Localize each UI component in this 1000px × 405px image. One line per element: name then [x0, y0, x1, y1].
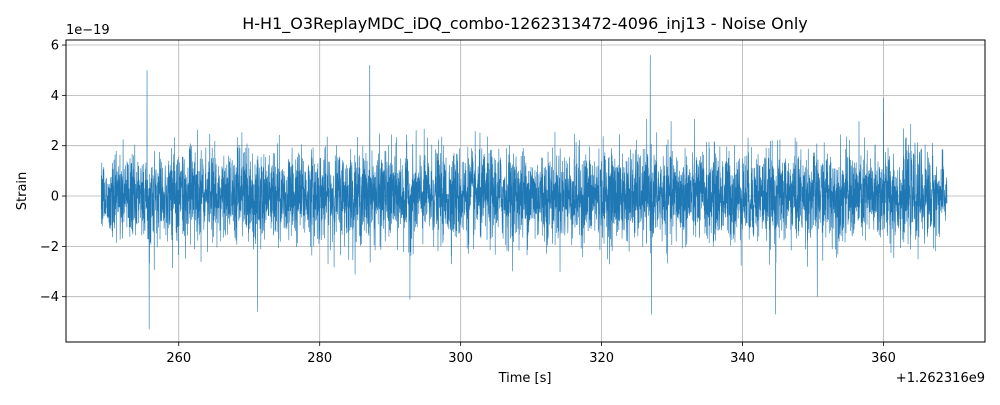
y-tick-label: 4	[51, 89, 59, 104]
strain-series-line	[100, 55, 948, 330]
y-scale-label: 1e−19	[66, 23, 110, 38]
y-axis-label: Strain	[15, 172, 30, 211]
x-tick-label: 340	[730, 351, 755, 366]
y-tick-label: 2	[51, 139, 59, 154]
x-tick-label: 260	[166, 351, 191, 366]
x-tick-label: 320	[589, 351, 614, 366]
y-tick-label: 0	[51, 190, 59, 205]
y-tick-label: 6	[51, 39, 59, 54]
x-tick-label: 360	[871, 351, 896, 366]
axes-frame	[65, 39, 986, 343]
x-axis-label: Time [s]	[498, 371, 552, 386]
y-tick-label: −2	[40, 240, 59, 255]
y-tick-label: −4	[40, 290, 59, 305]
plot-area	[100, 55, 948, 330]
chart-title: H-H1_O3ReplayMDC_iDQ_combo-1262313472-40…	[242, 14, 808, 34]
x-tick-label: 300	[448, 351, 473, 366]
x-offset-label: +1.262316e9	[896, 371, 985, 386]
x-tick-label: 280	[307, 351, 332, 366]
y-axis: −4 −2 0 2 4 6	[40, 39, 66, 305]
x-axis: 260 280 300 320 340 360	[166, 342, 896, 366]
